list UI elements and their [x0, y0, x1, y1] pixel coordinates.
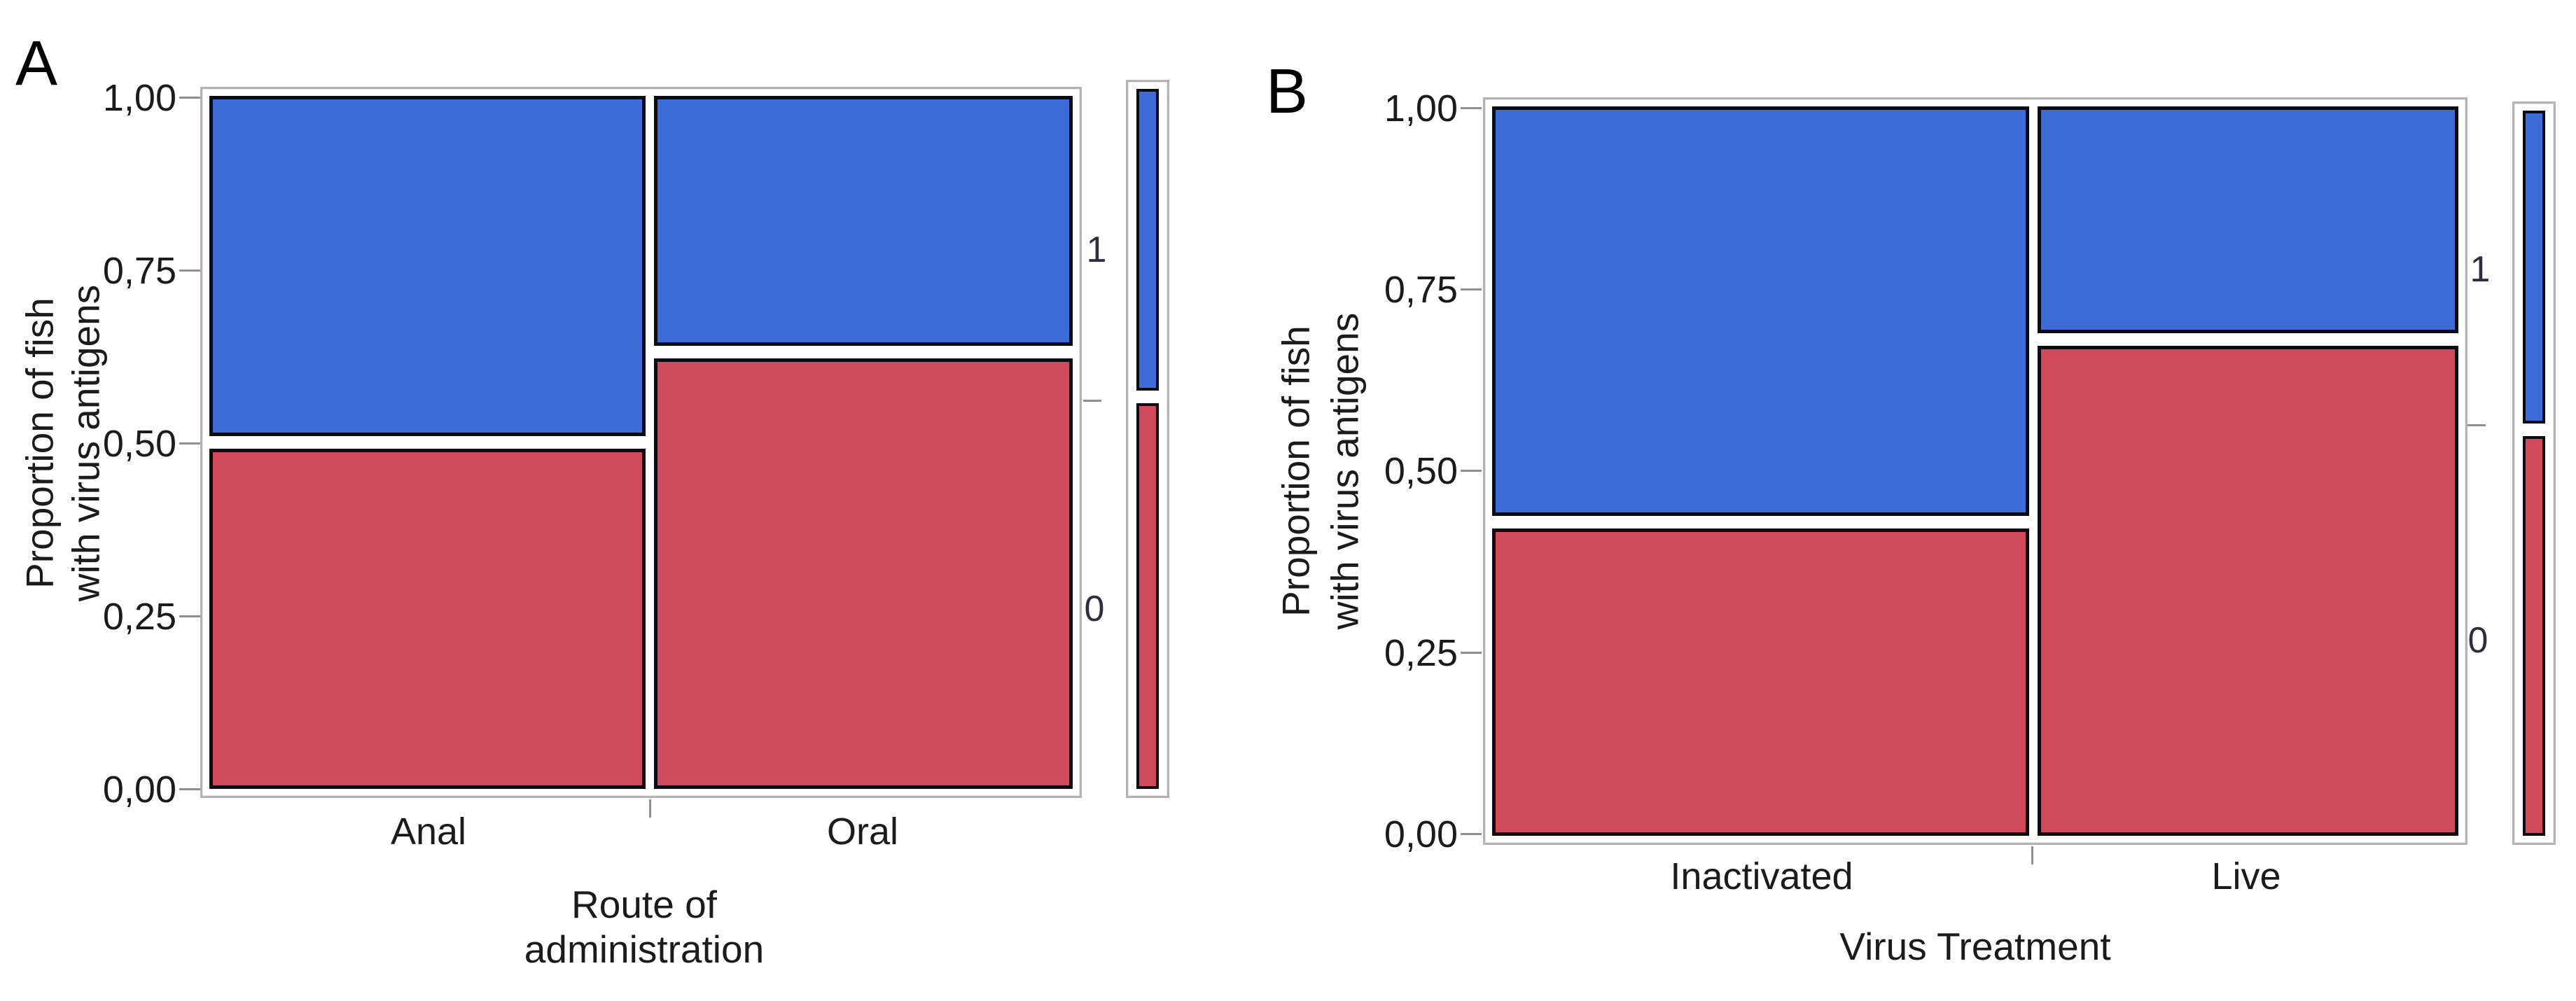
right-axis-label-1: 1 [1086, 230, 1107, 270]
y-tick-mark [179, 442, 200, 444]
panel-b-label: B [1266, 57, 1309, 127]
right-axis-tick [2467, 424, 2486, 426]
y-tick-mark [179, 788, 200, 790]
legend-segment-0 [1136, 403, 1159, 789]
x-axis-tick [649, 799, 651, 818]
y-tick-label: 0,25 [1384, 632, 1458, 674]
right-axis-tick [1083, 400, 1101, 402]
cell-inactivated-level-1 [1492, 106, 2029, 516]
x-axis-title-line-1: Virus Treatment [1839, 925, 2111, 968]
y-tick-mark [1461, 288, 1482, 290]
y-tick-label: 1,00 [102, 77, 176, 119]
legend-segment-1 [1136, 89, 1159, 391]
mosaic-column-oral [653, 96, 1073, 789]
cell-live-level-0 [2037, 346, 2458, 836]
cell-oral-level-1 [653, 96, 1073, 346]
y-tick-mark [179, 615, 200, 617]
right-axis-label-0: 0 [2467, 620, 2488, 661]
y-tick-mark [1461, 470, 1482, 472]
legend-b [2512, 102, 2556, 845]
y-tick-label: 0,50 [102, 423, 176, 465]
cell-anal-level-0 [209, 449, 646, 789]
y-tick-mark [179, 97, 200, 99]
y-tick-mark [179, 270, 200, 272]
right-axis-label-0: 0 [1084, 589, 1105, 629]
right-axis-label-1: 1 [2470, 249, 2491, 290]
x-axis-title-line-2: administration [524, 927, 765, 971]
mosaic-column-live [2037, 106, 2458, 836]
plot-area-a [200, 87, 1082, 798]
x-category-label: Inactivated [1670, 855, 1853, 897]
y-tick-label: 0,75 [1384, 269, 1458, 311]
x-category-label: Anal [390, 811, 467, 853]
mosaic-column-inactivated [1492, 106, 2029, 836]
panel-a-label: A [15, 29, 58, 99]
y-tick-label: 0,50 [1384, 450, 1458, 492]
x-category-label: Live [2211, 855, 2281, 897]
y-tick-label: 1,00 [1384, 88, 1458, 130]
x-axis-tick [2031, 846, 2033, 864]
legend-segment-1 [2523, 111, 2545, 424]
cell-live-level-1 [2037, 106, 2458, 334]
y-tick-label: 0,25 [102, 596, 176, 638]
y-axis-title-line-1: Proportion of fish [1274, 326, 1318, 617]
mosaic-a [209, 96, 1073, 789]
x-category-label: Oral [826, 811, 899, 853]
y-tick-mark [1461, 107, 1482, 109]
y-tick-label: 0,00 [1384, 813, 1458, 855]
legend-a [1126, 80, 1169, 798]
plot-area-b [1483, 97, 2467, 845]
y-tick-label: 0,00 [102, 769, 176, 811]
legend-segment-0 [2523, 435, 2545, 836]
legend-bar [2523, 111, 2545, 836]
mosaic-b [1492, 106, 2458, 836]
y-tick-mark [1461, 833, 1482, 835]
y-tick-mark [1461, 652, 1482, 654]
cell-anal-level-1 [209, 96, 646, 436]
y-axis-title-line-1: Proportion of fish [18, 298, 62, 589]
legend-bar [1136, 89, 1159, 789]
cell-oral-level-0 [653, 358, 1073, 789]
y-tick-label: 0,75 [102, 250, 176, 292]
x-axis-title-line-1: Route of [571, 883, 717, 926]
mosaic-column-anal [209, 96, 646, 789]
cell-inactivated-level-0 [1492, 528, 2029, 836]
